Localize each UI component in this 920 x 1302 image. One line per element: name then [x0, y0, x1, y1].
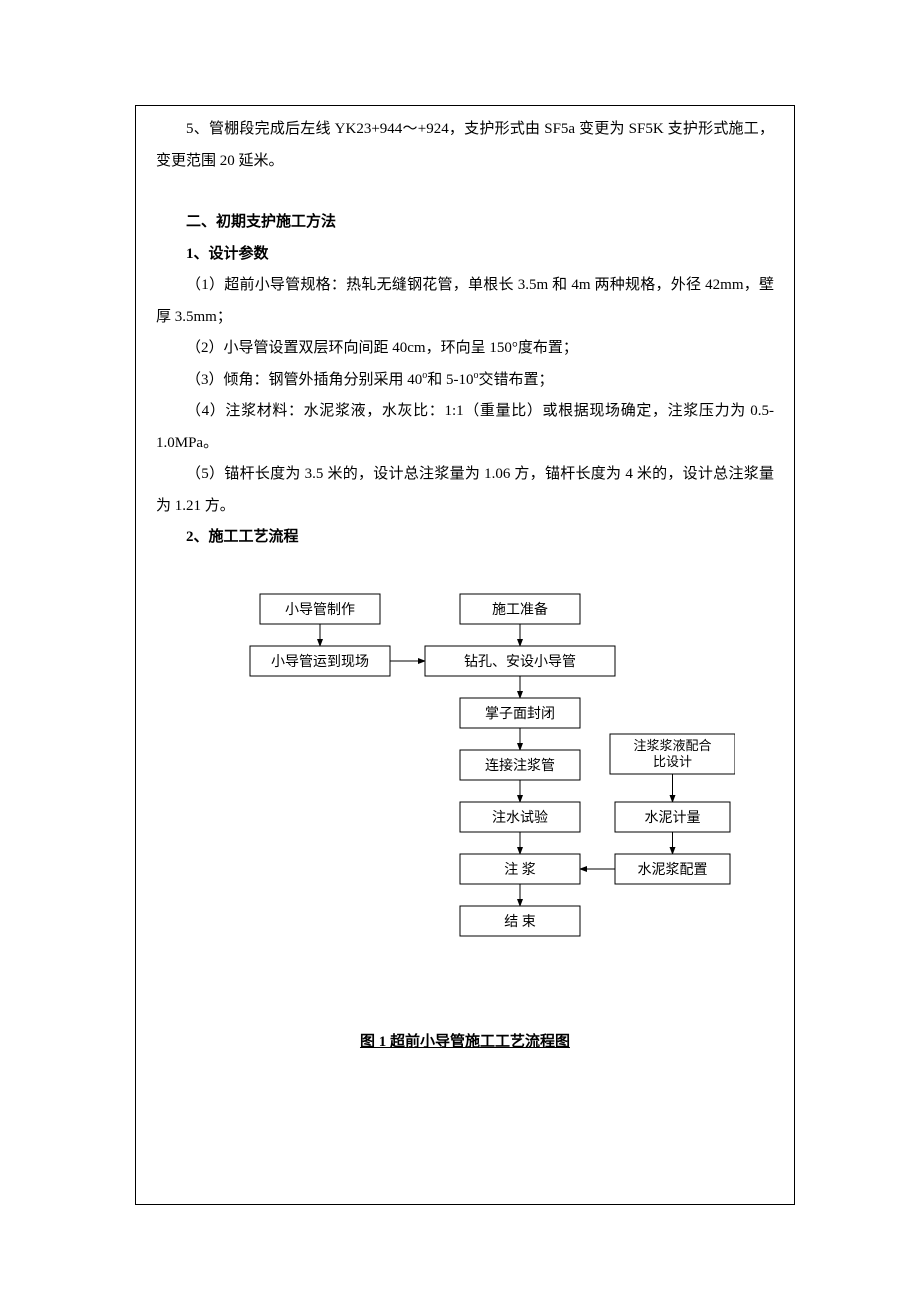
flow-node-label: 注水试验 [492, 810, 548, 826]
paragraph-2-1-2: （2）小导管设置双层环向间距 40cm，环向呈 150°度布置； [156, 333, 774, 365]
flow-node-label: 结 束 [504, 914, 536, 930]
p3-part-b: 和 5-10 [427, 372, 473, 388]
p3-part-a: （3）倾角：钢管外插角分别采用 40 [186, 372, 422, 388]
subheading-2-1: 1、设计参数 [156, 239, 774, 271]
flow-node-label: 小导管制作 [285, 602, 355, 618]
flowchart-container: 小导管制作 施工准备小导管运到现场 钻孔、安设小导管掌子面封闭连接注浆管注水试验注 … [156, 554, 774, 994]
flow-node-label: 钻孔、安设小导管 [464, 654, 576, 670]
paragraph-2-1-5: （5）锚杆长度为 3.5 米的，设计总注浆量为 1.06 方，锚杆长度为 4 米… [156, 459, 774, 522]
flow-node-label: 施工准备 [492, 601, 548, 618]
page-frame: 5、管棚段完成后左线 YK23+944～+924，支护形式由 SF5a 变更为 … [135, 105, 795, 1205]
figure-caption: 图 1 超前小导管施工工艺流程图 [156, 1030, 774, 1051]
paragraph-5: 5、管棚段完成后左线 YK23+944～+924，支护形式由 SF5a 变更为 … [156, 114, 774, 177]
flow-node-label: 水泥计量 [645, 810, 701, 826]
flow-node-label: 注 浆 [504, 862, 536, 878]
flow-node-label: 小导管运到现场 [271, 654, 369, 670]
flow-node-label: 连接注浆管 [485, 757, 555, 774]
subheading-2-2: 2、施工工艺流程 [156, 522, 774, 554]
paragraph-2-1-3: （3）倾角：钢管外插角分别采用 40o和 5-10o交错布置； [156, 365, 774, 397]
flow-node-label: 注浆浆液配合 [633, 738, 711, 753]
flow-node-label: 比设计 [653, 754, 692, 769]
spacer [156, 177, 774, 207]
flow-node-label: 水泥浆配置 [638, 862, 708, 878]
flow-node-label: 掌子面封闭 [485, 706, 555, 722]
heading-section-2: 二、初期支护施工方法 [156, 207, 774, 239]
paragraph-2-1-4: （4）注浆材料：水泥浆液，水灰比：1:1（重量比）或根据现场确定，注浆压力为 0… [156, 396, 774, 459]
flowchart-svg: 小导管制作 施工准备小导管运到现场 钻孔、安设小导管掌子面封闭连接注浆管注水试验注 … [195, 584, 735, 984]
p3-part-c: 交错布置； [479, 372, 554, 388]
paragraph-2-1-1: （1）超前小导管规格：热轧无缝钢花管，单根长 3.5m 和 4m 两种规格，外径… [156, 270, 774, 333]
